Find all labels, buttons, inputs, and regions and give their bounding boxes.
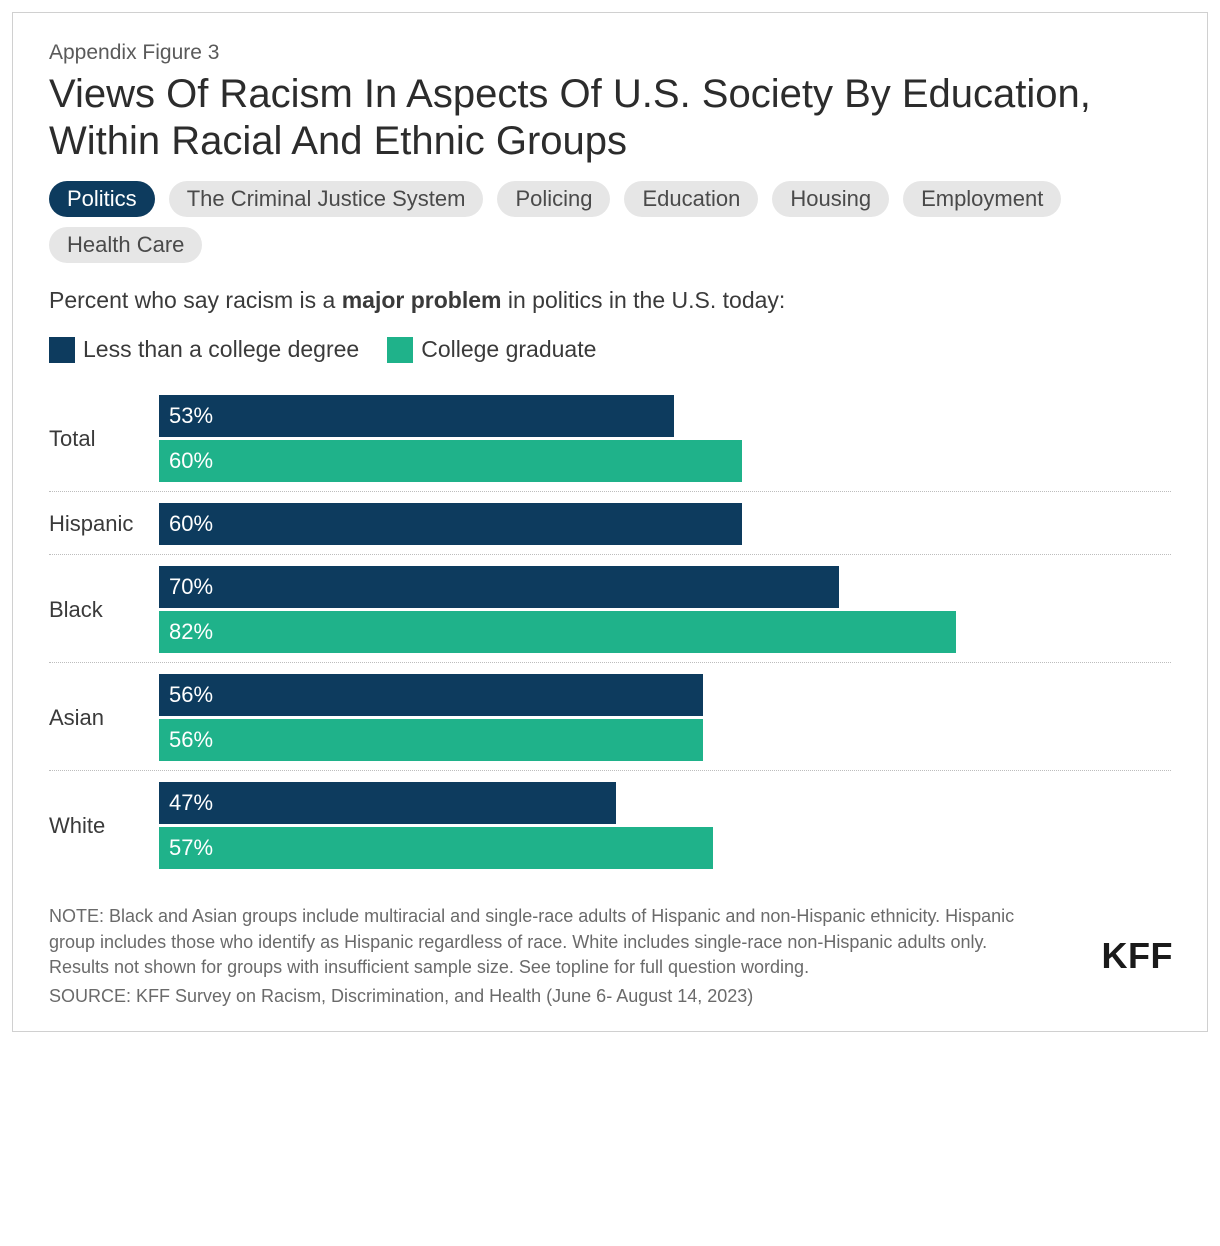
figure-pretitle: Appendix Figure 3 (49, 41, 1171, 65)
bar: 53% (159, 395, 674, 437)
bar: 70% (159, 566, 839, 608)
group-label: Total (49, 426, 159, 452)
chart-group: Asian56%56% (49, 662, 1171, 770)
chart-group: Total53%60% (49, 383, 1171, 491)
legend-label: Less than a college degree (83, 336, 359, 363)
figure-title: Views Of Racism In Aspects Of U.S. Socie… (49, 71, 1171, 165)
bar-row: 82% (159, 611, 1131, 653)
bar-chart: Total53%60%Hispanic60%Black70%82%Asian56… (49, 383, 1171, 878)
bar-row: 60% (159, 440, 1131, 482)
bar: 60% (159, 503, 742, 545)
legend: Less than a college degree College gradua… (49, 336, 1171, 363)
tab-housing[interactable]: Housing (772, 181, 889, 217)
group-label: Black (49, 597, 159, 623)
chart-group: Black70%82% (49, 554, 1171, 662)
group-label: White (49, 813, 159, 839)
chart-group: Hispanic60% (49, 491, 1171, 554)
subtitle-bold: major problem (342, 287, 502, 313)
bar: 82% (159, 611, 956, 653)
legend-swatch (387, 337, 413, 363)
bar-row: 56% (159, 674, 1131, 716)
bar: 57% (159, 827, 713, 869)
legend-item: Less than a college degree (49, 336, 359, 363)
subtitle-prefix: Percent who say racism is a (49, 287, 342, 313)
tab-education[interactable]: Education (624, 181, 758, 217)
bar-row: 57% (159, 827, 1131, 869)
legend-label: College graduate (421, 336, 596, 363)
tab-policing[interactable]: Policing (497, 181, 610, 217)
tab-list: Politics The Criminal Justice System Polic… (49, 181, 1171, 263)
subtitle-suffix: in politics in the U.S. today: (501, 287, 785, 313)
bar: 60% (159, 440, 742, 482)
tab-the-criminal-justice-system[interactable]: The Criminal Justice System (169, 181, 484, 217)
bar-container: 56%56% (159, 671, 1171, 764)
kff-logo: KFF (1102, 935, 1173, 977)
bar-container: 70%82% (159, 563, 1171, 656)
bar-container: 47%57% (159, 779, 1171, 872)
bar-row: 70% (159, 566, 1131, 608)
group-label: Hispanic (49, 511, 159, 537)
legend-item: College graduate (387, 336, 596, 363)
figure-note: NOTE: Black and Asian groups include mul… (49, 904, 1029, 980)
figure-source: SOURCE: KFF Survey on Racism, Discrimina… (49, 986, 1171, 1007)
chart-group: White47%57% (49, 770, 1171, 878)
tab-health-care[interactable]: Health Care (49, 227, 202, 263)
bar-row: 60% (159, 503, 1131, 545)
bar: 56% (159, 719, 703, 761)
bar-container: 53%60% (159, 392, 1171, 485)
tab-politics[interactable]: Politics (49, 181, 155, 217)
bar: 56% (159, 674, 703, 716)
tab-employment[interactable]: Employment (903, 181, 1061, 217)
bar: 47% (159, 782, 616, 824)
legend-swatch (49, 337, 75, 363)
bar-container: 60% (159, 500, 1171, 548)
bar-row: 56% (159, 719, 1131, 761)
bar-row: 53% (159, 395, 1131, 437)
bar-row: 47% (159, 782, 1131, 824)
figure-subtitle: Percent who say racism is a major proble… (49, 285, 1171, 316)
group-label: Asian (49, 705, 159, 731)
figure-card: Appendix Figure 3 Views Of Racism In Asp… (12, 12, 1208, 1032)
